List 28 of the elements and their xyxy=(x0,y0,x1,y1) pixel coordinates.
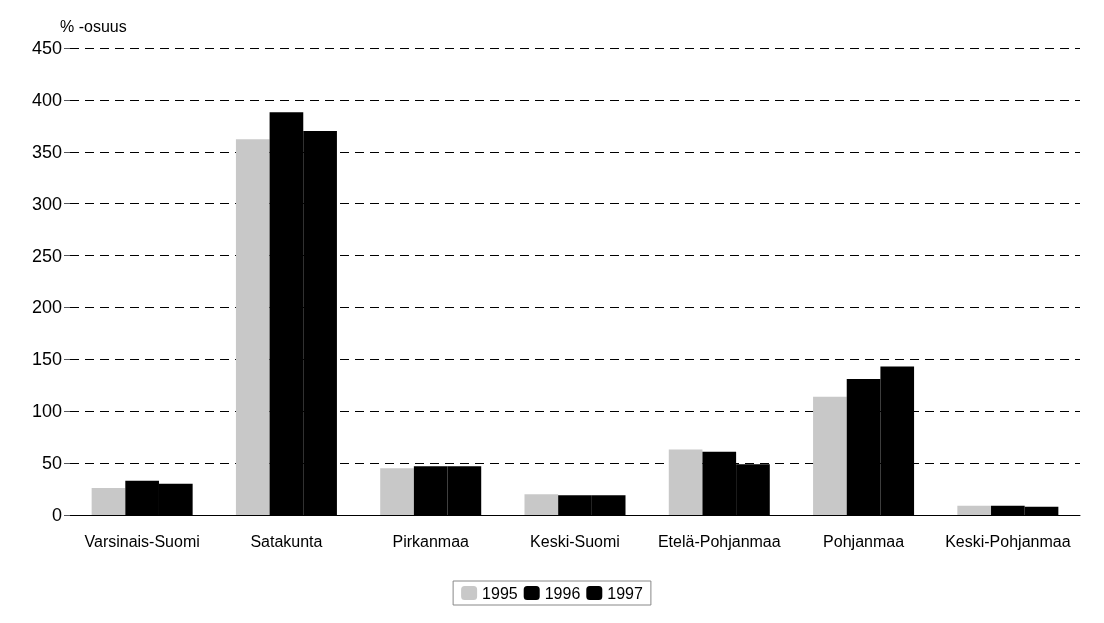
legend-label: 1997 xyxy=(607,584,643,602)
y-axis-title: % -osuus xyxy=(60,17,127,35)
x-tick-label: Pohjanmaa xyxy=(823,532,905,550)
legend-label: 1995 xyxy=(482,584,518,602)
y-tick-label: 350 xyxy=(31,141,62,162)
y-tick-label: 100 xyxy=(31,401,62,422)
bar xyxy=(91,488,126,515)
y-tick-label: 250 xyxy=(31,245,62,266)
bar xyxy=(235,139,270,515)
legend-label: 1996 xyxy=(544,584,581,602)
bar xyxy=(668,449,703,515)
y-tick-label: 450 xyxy=(31,38,62,58)
y-tick-label: 200 xyxy=(31,297,62,318)
x-tick-label: Varsinais-Suomi xyxy=(84,532,200,550)
y-tick-label: 150 xyxy=(31,349,62,370)
y-tick-label: 0 xyxy=(51,505,62,525)
x-tick-label: Keski-Suomi xyxy=(530,532,620,550)
bar xyxy=(813,396,847,515)
x-tick-label: Satakunta xyxy=(250,532,323,550)
x-tick-label: Etelä-Pohjanmaa xyxy=(657,532,781,550)
y-tick-label: 300 xyxy=(31,193,62,214)
bar xyxy=(380,468,414,515)
x-tick-label: Keski-Pohjanmaa xyxy=(945,532,1071,550)
bar xyxy=(524,494,559,515)
bar xyxy=(957,505,992,515)
y-tick-label: 50 xyxy=(41,453,62,474)
y-tick-label: 400 xyxy=(31,89,62,110)
x-tick-label: Pirkanmaa xyxy=(392,532,470,550)
